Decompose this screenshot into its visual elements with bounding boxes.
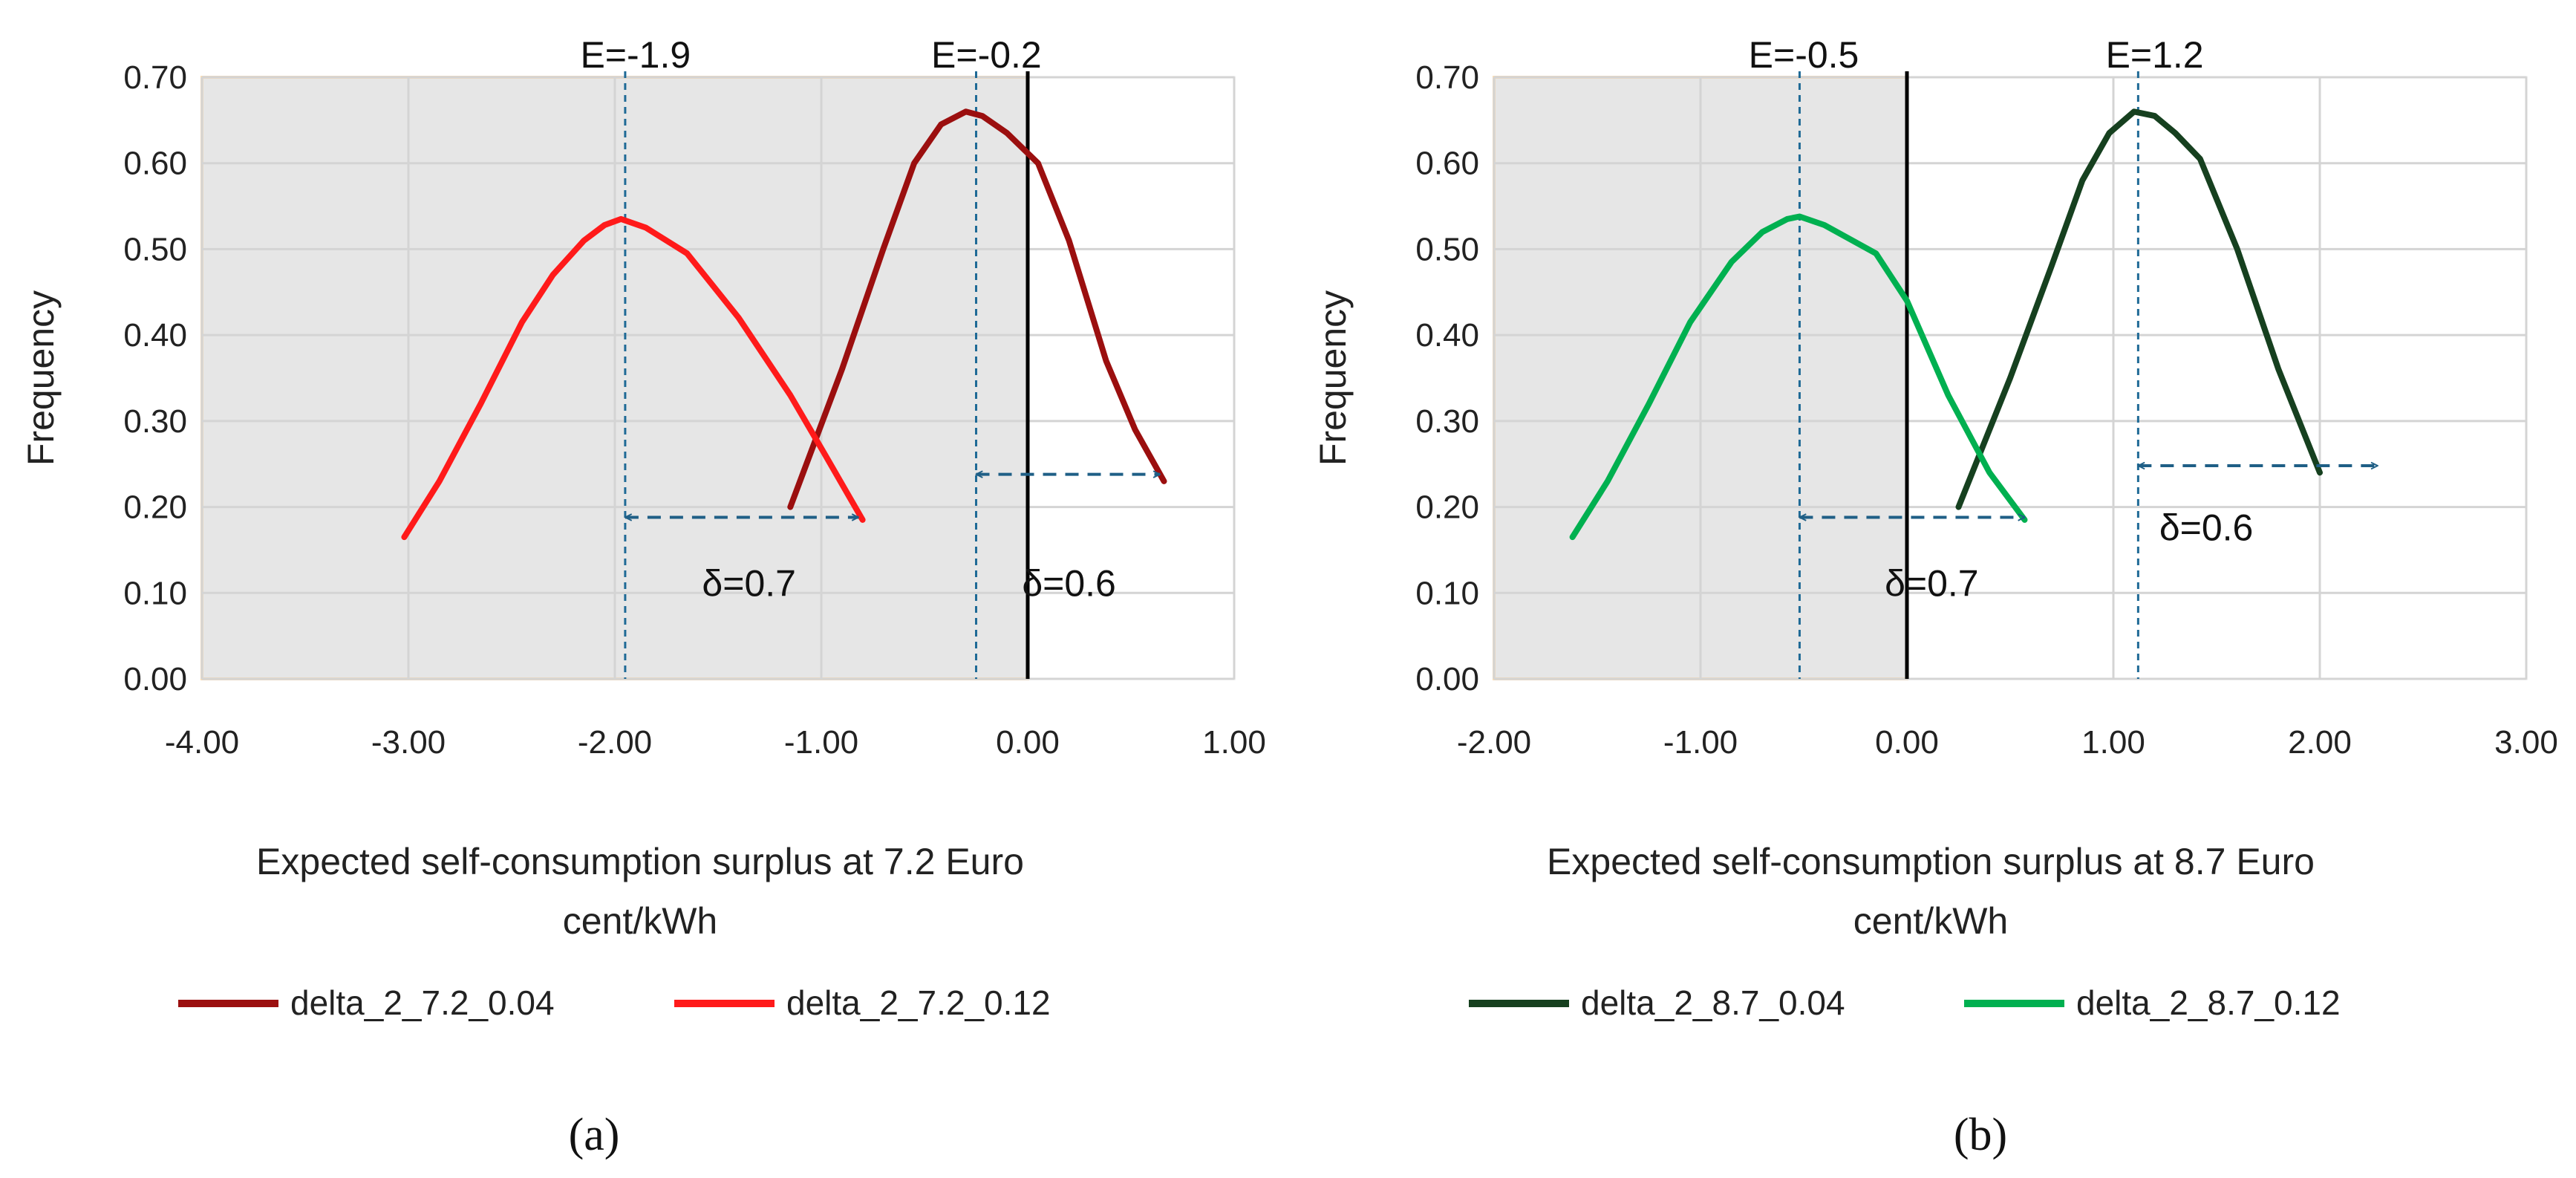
panel-b-y-ticks: 0.00 0.10 0.20 0.30 0.40 0.50 0.60 0.70	[1415, 59, 1479, 697]
panel-a-mean-lines	[624, 71, 977, 679]
x-tick-label: -2.00	[1457, 724, 1531, 761]
y-tick-label: 0.50	[1415, 231, 1479, 267]
series-line-a-1	[787, 108, 1167, 510]
series-line-b-2	[1569, 213, 2028, 541]
y-tick-label: 0.40	[123, 317, 187, 354]
annotation-b-1: E=-0.5	[1749, 34, 1859, 76]
x-tick-label: 2.00	[2288, 724, 2352, 761]
panel-a-arrows	[625, 475, 1160, 518]
panel-a: 0.00 0.10 0.20 0.30 0.40 0.50 0.60 0.70 -4.00 -3…	[20, 34, 1266, 1160]
x-tick-label: -3.00	[371, 724, 446, 761]
x-tick-label: 1.00	[2081, 724, 2145, 761]
panel-b-x-axis-label-line1: Expected self-consumption surplus at 8.7…	[1547, 841, 2315, 882]
panel-a-x-axis-label-line2: cent/kWh	[563, 900, 717, 942]
y-tick-label: 0.00	[123, 661, 187, 697]
y-tick-label: 0.30	[1415, 403, 1479, 440]
panel-b-label: (b)	[1954, 1110, 2007, 1160]
y-tick-label: 0.60	[123, 146, 187, 182]
panel-a-y-axis-label: Frequency	[20, 290, 62, 466]
panel-a-label: (a)	[569, 1110, 620, 1160]
y-tick-label: 0.10	[1415, 575, 1479, 611]
annotation-a-3: δ=0.7	[702, 563, 796, 605]
x-tick-label: -4.00	[165, 724, 239, 761]
y-tick-label: 0.40	[1415, 317, 1479, 354]
series-line-a-2	[401, 215, 866, 541]
panel-b-arrows	[1799, 466, 2377, 517]
x-tick-label: 0.00	[1875, 724, 1939, 761]
y-tick-label: 0.50	[123, 231, 187, 267]
panel-a-x-axis-label-line1: Expected self-consumption surplus at 7.2…	[256, 841, 1024, 882]
x-tick-label: -2.00	[578, 724, 652, 761]
panel-a-gridlines	[200, 76, 1236, 680]
y-tick-label: 0.10	[123, 575, 187, 611]
panel-b-x-axis-label-line2: cent/kWh	[1853, 900, 2008, 942]
y-tick-label: 0.00	[1415, 661, 1479, 697]
x-tick-label: 3.00	[2494, 724, 2558, 761]
panel-b-series	[1569, 108, 2323, 541]
x-tick-label: 0.00	[996, 724, 1060, 761]
panel-a-series	[401, 108, 1167, 541]
panel-a-y-ticks: 0.00 0.10 0.20 0.30 0.40 0.50 0.60 0.70	[123, 59, 187, 697]
legend-label-b-1: delta_2_8.7_0.04	[1581, 983, 1845, 1022]
panel-b: 0.00 0.10 0.20 0.30 0.40 0.50 0.60 0.70 -2.00 -1…	[1312, 34, 2558, 1160]
annotation-b-2: E=1.2	[2106, 34, 2204, 76]
panel-b-legend: delta_2_8.7_0.04 delta_2_8.7_0.12	[1469, 983, 2341, 1022]
annotation-a-4: δ=0.6	[1022, 563, 1116, 605]
panel-b-annotations: E=-0.5 E=1.2 δ=0.7 δ=0.6	[1749, 34, 2254, 605]
annotation-b-3: δ=0.7	[1885, 563, 1979, 605]
y-tick-label: 0.70	[123, 59, 187, 96]
x-tick-label: 1.00	[1202, 724, 1266, 761]
annotation-a-1: E=-1.9	[580, 34, 691, 76]
y-tick-label: 0.70	[1415, 59, 1479, 96]
legend-label-a-1: delta_2_7.2_0.04	[290, 983, 555, 1022]
panel-b-mean-lines	[1798, 71, 2139, 679]
annotation-a-2: E=-0.2	[931, 34, 1042, 76]
annotation-b-4: δ=0.6	[2159, 507, 2254, 549]
y-tick-label: 0.20	[123, 489, 187, 526]
y-tick-label: 0.20	[1415, 489, 1479, 526]
x-tick-label: -1.00	[784, 724, 858, 761]
panel-b-gridlines	[1493, 76, 2528, 680]
panel-a-x-ticks: -4.00 -3.00 -2.00 -1.00 0.00 1.00	[165, 724, 1266, 761]
panel-a-annotations: E=-1.9 E=-0.2 δ=0.7 δ=0.6	[580, 34, 1115, 605]
panel-a-legend: delta_2_7.2_0.04 delta_2_7.2_0.12	[178, 983, 1051, 1022]
y-tick-label: 0.60	[1415, 146, 1479, 182]
legend-label-a-2: delta_2_7.2_0.12	[786, 983, 1051, 1022]
y-tick-label: 0.30	[123, 403, 187, 440]
x-tick-label: -1.00	[1663, 724, 1738, 761]
legend-label-b-2: delta_2_8.7_0.12	[2076, 983, 2341, 1022]
series-line-b-1	[1955, 108, 2323, 510]
panel-b-x-ticks: -2.00 -1.00 0.00 1.00 2.00 3.00	[1457, 724, 2558, 761]
panel-b-y-axis-label: Frequency	[1312, 290, 1354, 466]
